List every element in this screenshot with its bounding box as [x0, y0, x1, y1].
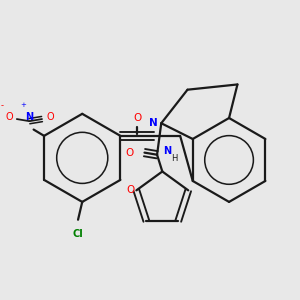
Text: O: O: [6, 112, 13, 122]
Text: Cl: Cl: [73, 229, 83, 239]
Text: O: O: [126, 148, 134, 158]
Text: O: O: [46, 112, 54, 122]
Text: N: N: [25, 112, 34, 122]
Text: H: H: [171, 154, 178, 164]
Text: O: O: [133, 113, 141, 123]
Text: O: O: [126, 185, 134, 195]
Text: -: -: [1, 101, 4, 110]
Text: N: N: [163, 146, 171, 155]
Text: N: N: [149, 118, 158, 128]
Text: +: +: [20, 102, 26, 108]
